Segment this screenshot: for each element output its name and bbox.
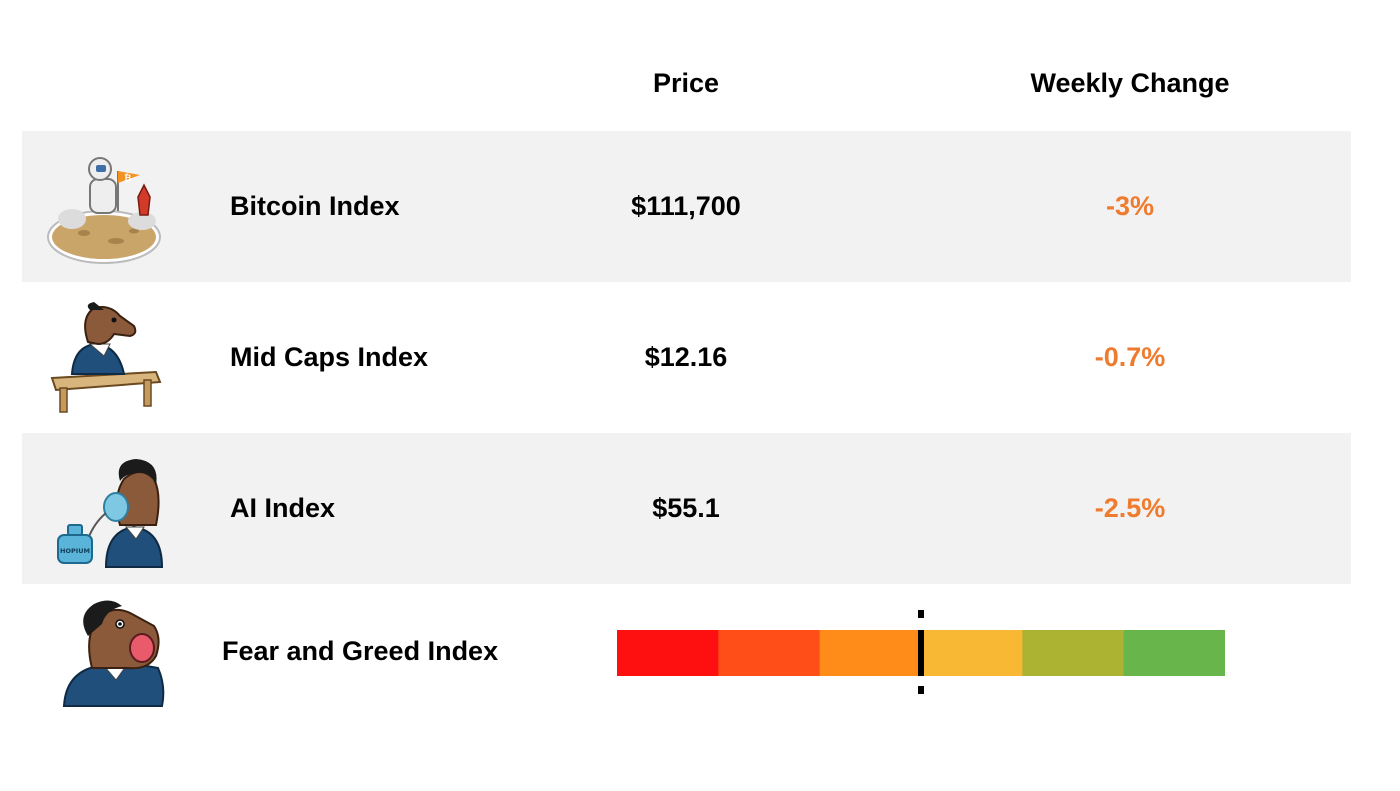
ai-index-weekly-change: -2.5% (1094, 493, 1166, 523)
weekly-change-column-header: Weekly Change (1030, 68, 1230, 98)
bitcoin-index-label: Bitcoin Index (230, 191, 400, 221)
table-row: HOPIUM AI Index $55.1 -2.5% (22, 433, 1351, 584)
horse-at-desk-icon (50, 302, 162, 413)
price-column-header: Price (652, 68, 720, 98)
fear-and-greed-gauge (617, 630, 1225, 676)
bitcoin-index-weekly-change: -3% (1105, 191, 1154, 221)
fear-and-greed-index-label: Fear and Greed Index (222, 636, 499, 666)
mid-caps-index-weekly-change: -0.7% (1094, 342, 1166, 372)
svg-text:₿: ₿ (124, 173, 131, 184)
gauge-segment-1 (617, 630, 719, 676)
gauge-segment-6 (1123, 630, 1225, 676)
horse-hopium-mask-icon: HOPIUM (57, 459, 164, 568)
table-row: ₿ Bitcoin Index $111,700 -3% (22, 131, 1351, 282)
gauge-segment-4 (921, 630, 1023, 676)
fear-and-greed-indicator (918, 610, 924, 694)
screaming-horse-icon (62, 600, 165, 707)
moon-landing-bitcoin-icon: ₿ (47, 157, 161, 264)
gauge-segment-3 (819, 630, 922, 676)
table-row: Mid Caps Index $12.16 -0.7% (22, 282, 1351, 433)
bitcoin-index-price: $111,700 (631, 191, 741, 221)
ai-index-price: $55.1 (652, 493, 720, 523)
mid-caps-index-label: Mid Caps Index (230, 342, 429, 372)
ai-index-label: AI Index (230, 493, 336, 523)
gauge-segment-2 (718, 630, 821, 676)
mid-caps-index-price: $12.16 (644, 342, 728, 372)
hopium-text: HOPIUM (60, 547, 90, 555)
gauge-segment-5 (1022, 630, 1125, 676)
